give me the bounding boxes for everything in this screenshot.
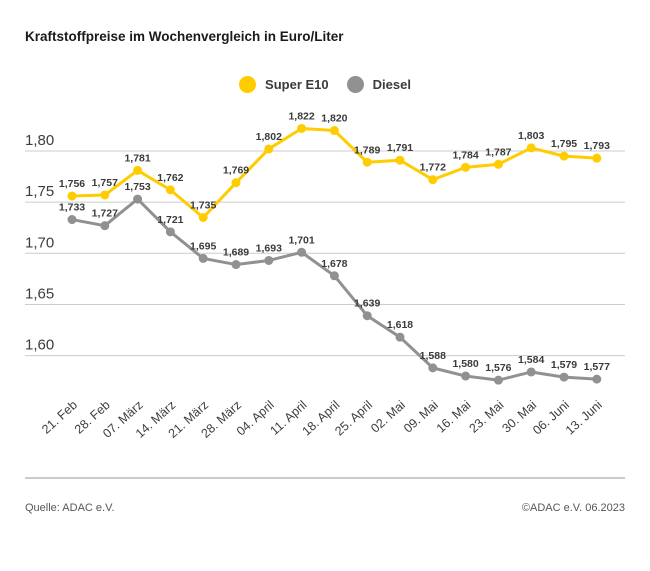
value-label-diesel: 1,678 [321, 258, 347, 270]
data-point-super-e10 [198, 212, 208, 222]
value-label-super-e10: 1,757 [92, 177, 118, 189]
data-point-super-e10 [493, 159, 503, 169]
value-label-diesel: 1,693 [256, 242, 282, 254]
data-point-super-e10 [559, 151, 569, 161]
data-point-super-e10 [526, 143, 536, 153]
value-label-diesel: 1,695 [190, 240, 216, 252]
data-point-diesel [264, 255, 274, 265]
data-point-diesel [428, 363, 438, 373]
data-point-diesel [231, 260, 241, 270]
super-e10-swatch-icon [239, 76, 257, 93]
value-label-diesel: 1,721 [157, 214, 183, 226]
value-label-super-e10: 1,795 [551, 138, 577, 150]
value-label-super-e10: 1,787 [485, 146, 511, 158]
data-point-diesel [165, 227, 175, 237]
data-point-diesel [67, 215, 77, 225]
data-point-super-e10 [428, 175, 438, 185]
value-label-super-e10: 1,793 [584, 140, 610, 152]
value-label-super-e10: 1,820 [321, 113, 347, 125]
x-axis-tick-label: 16. Mai [434, 398, 474, 436]
legend-item-super-e10: Super E10 [239, 76, 329, 93]
data-point-super-e10 [362, 157, 372, 167]
value-label-diesel: 1,588 [420, 350, 446, 362]
value-label-diesel: 1,579 [551, 359, 577, 371]
x-axis-tick-label: 09. Mai [401, 398, 441, 436]
value-label-diesel: 1,753 [124, 181, 150, 193]
value-label-super-e10: 1,735 [190, 199, 216, 211]
diesel-swatch-icon [346, 76, 364, 93]
value-label-diesel: 1,639 [354, 298, 380, 310]
value-label-super-e10: 1,803 [518, 130, 544, 142]
value-label-super-e10: 1,802 [256, 131, 282, 143]
source-text: Quelle: ADAC e.V. [25, 502, 115, 514]
value-label-diesel: 1,733 [59, 202, 85, 214]
data-point-super-e10 [231, 178, 241, 188]
data-point-diesel [297, 247, 307, 257]
data-point-super-e10 [100, 190, 110, 200]
value-label-diesel: 1,580 [452, 358, 478, 370]
data-point-super-e10 [67, 191, 77, 201]
y-axis-tick-label: 1,65 [25, 285, 54, 302]
data-point-super-e10 [165, 185, 175, 195]
value-label-super-e10: 1,762 [157, 172, 183, 184]
value-label-diesel: 1,689 [223, 247, 249, 259]
legend: Super E10 Diesel [0, 76, 650, 93]
footer: Quelle: ADAC e.V. ©ADAC e.V. 06.2023 [25, 502, 625, 514]
value-label-diesel: 1,618 [387, 319, 413, 331]
y-axis-tick-label: 1,75 [25, 183, 54, 200]
data-point-diesel [100, 221, 110, 231]
data-point-diesel [198, 253, 208, 263]
value-label-diesel: 1,577 [584, 361, 610, 373]
data-point-diesel [493, 375, 503, 385]
legend-item-diesel: Diesel [346, 76, 411, 93]
data-point-super-e10 [133, 165, 143, 175]
x-axis-tick-label: 25. April [332, 398, 375, 439]
value-label-diesel: 1,727 [92, 208, 118, 220]
data-point-super-e10 [264, 144, 274, 154]
value-label-diesel: 1,576 [485, 362, 511, 374]
y-axis-tick-label: 1,80 [25, 132, 54, 149]
data-point-super-e10 [461, 162, 471, 172]
data-point-diesel [461, 371, 471, 381]
legend-label-super-e10: Super E10 [265, 77, 329, 92]
x-axis-tick-label: 23. Mai [467, 398, 507, 436]
data-point-super-e10 [395, 155, 405, 165]
copyright-text: ©ADAC e.V. 06.2023 [521, 502, 625, 514]
data-point-super-e10 [592, 153, 602, 163]
x-axis-tick-label: 02. Mai [368, 398, 408, 436]
data-point-diesel [133, 194, 143, 204]
data-point-diesel [329, 271, 339, 281]
y-axis-tick-label: 1,60 [25, 337, 54, 354]
value-label-super-e10: 1,784 [452, 149, 478, 161]
value-label-super-e10: 1,781 [124, 152, 150, 164]
y-axis-tick-label: 1,70 [25, 234, 54, 251]
data-point-super-e10 [329, 126, 339, 136]
legend-label-diesel: Diesel [372, 77, 411, 92]
value-label-super-e10: 1,822 [288, 110, 314, 122]
data-point-diesel [395, 332, 405, 342]
data-point-diesel [362, 311, 372, 321]
value-label-diesel: 1,701 [288, 234, 314, 246]
footer-divider [25, 477, 625, 479]
x-axis-tick-label: 04. April [234, 398, 277, 439]
chart-title: Kraftstoffpreise im Wochenvergleich in E… [25, 29, 344, 44]
value-label-super-e10: 1,789 [354, 144, 380, 156]
value-label-diesel: 1,584 [518, 354, 544, 366]
value-label-super-e10: 1,791 [387, 142, 413, 154]
value-label-super-e10: 1,756 [59, 178, 85, 190]
data-point-diesel [592, 374, 602, 384]
value-label-super-e10: 1,769 [223, 165, 249, 177]
x-axis-tick-label: 13. Juni [563, 398, 605, 438]
value-label-super-e10: 1,772 [420, 162, 446, 174]
data-point-diesel [526, 367, 536, 377]
x-axis-tick-label: 21. Feb [39, 398, 80, 437]
data-point-diesel [559, 372, 569, 382]
data-point-super-e10 [297, 123, 307, 133]
